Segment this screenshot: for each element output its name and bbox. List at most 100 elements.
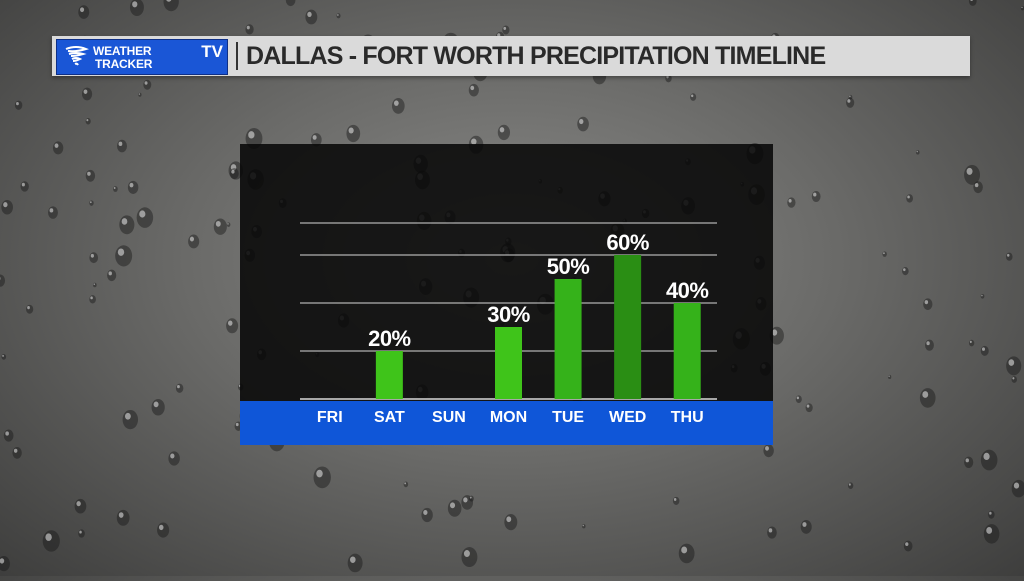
raindrop-highlight [5, 431, 9, 435]
raindrop [421, 508, 432, 522]
raindrop [582, 524, 585, 528]
raindrop [577, 117, 589, 132]
raindrop [796, 395, 802, 403]
raindrop-highlight [888, 375, 889, 376]
raindrop-highlight [926, 341, 929, 345]
raindrop-highlight [45, 533, 51, 541]
raindrop-highlight [84, 90, 88, 94]
raindrop [348, 554, 363, 573]
title-bar: WEATHER TRACKER TV DALLAS - FORT WORTH P… [52, 36, 970, 76]
raindrop-highlight [119, 512, 124, 518]
raindrop [1006, 253, 1013, 261]
raindrop-highlight [394, 100, 399, 106]
raindrop [469, 84, 479, 97]
logo-text-tracker: TRACKER [95, 58, 152, 70]
raindrop [1006, 356, 1021, 375]
raindrop-highlight [470, 86, 474, 90]
raindrop [143, 80, 151, 90]
raindrop [137, 207, 153, 228]
raindrop [690, 93, 696, 101]
raindrop [89, 295, 96, 303]
raindrop-highlight [797, 397, 799, 400]
raindrop [848, 482, 853, 489]
raindrop [404, 482, 409, 488]
raindrop-highlight [16, 102, 19, 105]
bar-tue [555, 279, 582, 399]
raindrop [314, 466, 331, 488]
raindrop-highlight [130, 183, 134, 188]
raindrop-highlight [450, 502, 455, 508]
raindrop-highlight [813, 193, 816, 197]
raindrop [152, 399, 165, 416]
tick-label-mon: MON [490, 409, 527, 426]
bar-mon [495, 327, 522, 399]
raindrop-highlight [847, 99, 850, 103]
raindrop [920, 388, 936, 408]
raindrop-highlight [966, 458, 969, 462]
raindrop [78, 5, 89, 19]
raindrop-highlight [122, 218, 128, 225]
raindrop [981, 346, 989, 356]
bar-sat [376, 351, 403, 399]
title-divider [236, 42, 238, 70]
tick-label-sun: SUN [432, 409, 466, 426]
raindrop [113, 186, 118, 192]
data-label-tue: 50% [547, 254, 590, 279]
weather-tracker-logo: WEATHER TRACKER TV [56, 39, 228, 75]
raindrop-highlight [79, 531, 81, 534]
raindrop-highlight [691, 94, 693, 97]
raindrop-highlight [503, 27, 506, 30]
raindrop-highlight [922, 391, 928, 398]
logo-text-tv: TV [201, 42, 223, 62]
raindrop-highlight [1012, 377, 1014, 379]
raindrop [214, 219, 227, 235]
raindrop-highlight [470, 497, 472, 499]
raindrop [812, 191, 821, 202]
raindrop-highlight [1014, 483, 1019, 489]
raindrop-highlight [765, 446, 769, 451]
raindrop-highlight [86, 119, 88, 121]
raindrop-highlight [983, 453, 989, 460]
raindrop-highlight [90, 201, 92, 203]
raindrop [305, 10, 317, 25]
raindrop [75, 499, 87, 514]
raindrop-highlight [1008, 359, 1014, 366]
raindrop [981, 450, 998, 471]
raindrop-highlight [917, 151, 918, 153]
raindrop [48, 206, 58, 218]
raindrop-highlight [228, 321, 232, 326]
raindrop [164, 0, 179, 11]
raindrop-highlight [55, 143, 59, 148]
raindrop [176, 384, 183, 393]
raindrop-highlight [125, 413, 131, 420]
raindrop [168, 451, 179, 465]
raindrop-highlight [681, 547, 687, 554]
raindrop [245, 24, 253, 34]
raindrop-highlight [91, 254, 94, 258]
raindrop-highlight [849, 483, 851, 485]
raindrop-highlight [154, 401, 159, 407]
raindrop-highlight [139, 210, 145, 217]
raindrop [969, 340, 974, 347]
raindrop-highlight [789, 199, 792, 203]
raindrop-highlight [118, 248, 124, 255]
raindrop [902, 267, 909, 275]
raindrop-highlight [583, 525, 584, 527]
raindrop [82, 88, 92, 101]
raindrop-highlight [903, 268, 905, 271]
raindrop [882, 251, 886, 257]
raindrop [498, 125, 510, 140]
raindrop [0, 274, 5, 286]
raindrop [673, 497, 680, 505]
raindrop-highlight [2, 355, 4, 357]
raindrop [925, 340, 934, 351]
raindrop [89, 200, 93, 205]
raindrop-highlight [1007, 254, 1009, 257]
raindrop-highlight [463, 497, 467, 502]
raindrop-highlight [500, 127, 505, 132]
raindrop [448, 500, 462, 517]
raindrop [502, 25, 509, 34]
raindrop [78, 529, 85, 537]
raindrop-highlight [970, 341, 972, 343]
